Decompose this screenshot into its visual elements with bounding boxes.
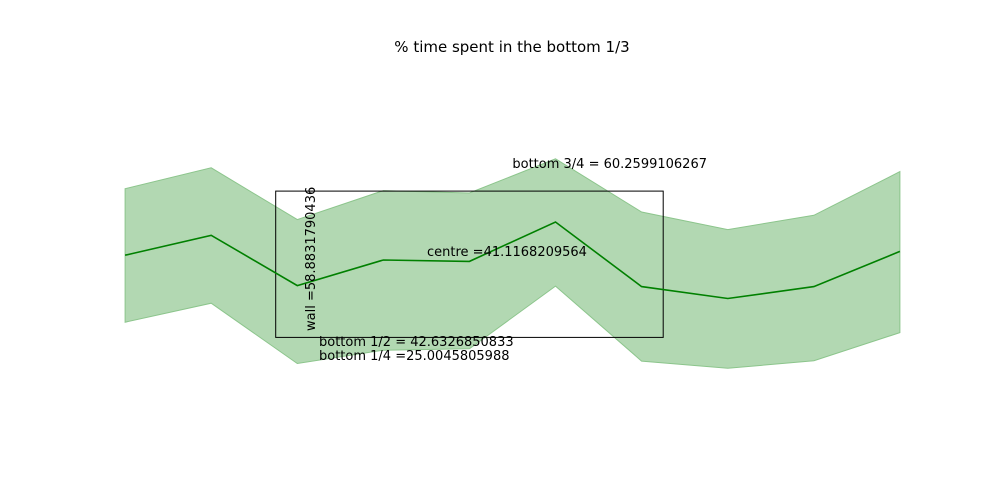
annotation-wall: wall =58.8831790436 — [304, 187, 319, 331]
annotation-bottom-quarter: bottom 1/4 =25.0045805988 — [319, 349, 509, 364]
annotation-bottom-three-quarters: bottom 3/4 = 60.2599106267 — [512, 157, 707, 172]
series-line — [124, 221, 901, 300]
annotation-centre: centre =41.1168209564 — [427, 245, 587, 260]
annotation-bottom-half: bottom 1/2 = 42.6326850833 — [319, 335, 514, 350]
annotation-box — [275, 190, 664, 338]
chart-title: % time spent in the bottom 1/3 — [394, 38, 629, 56]
plot-area — [124, 158, 901, 369]
